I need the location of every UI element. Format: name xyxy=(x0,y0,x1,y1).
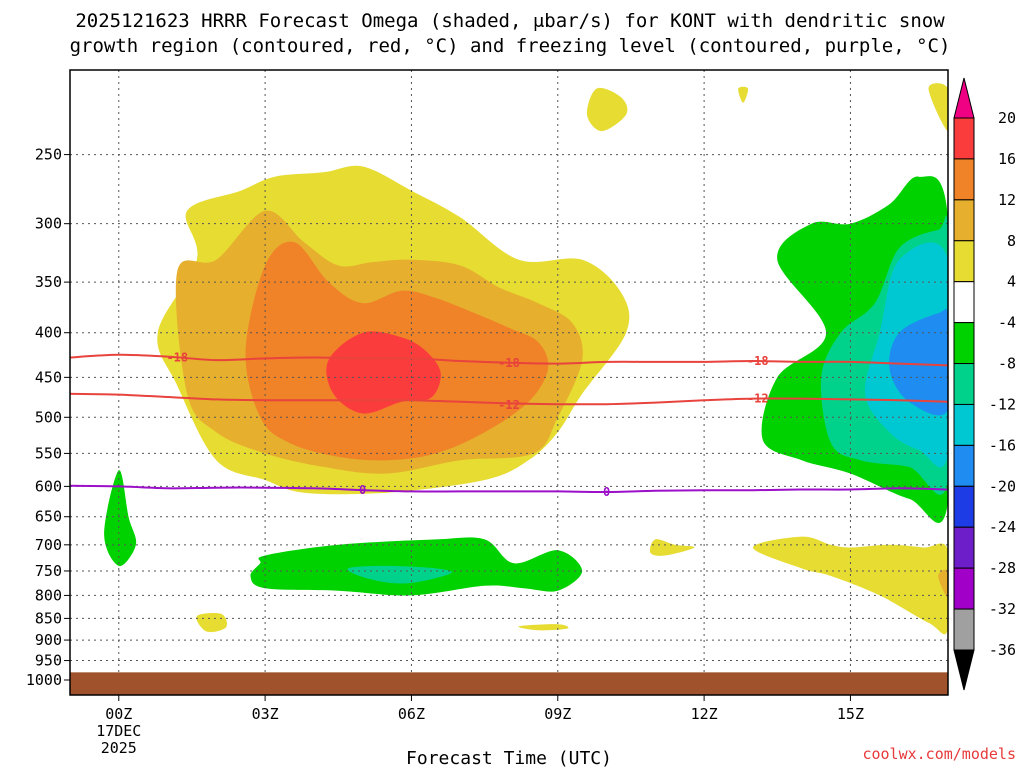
y-tick-label: 700 xyxy=(35,536,62,554)
colorbar-label: -8 xyxy=(998,355,1016,373)
colorbar-arrow-max xyxy=(953,77,975,119)
colorbar-label: -28 xyxy=(989,559,1016,577)
colorbar-label: 20 xyxy=(998,109,1016,127)
x-tick-label: 00Z xyxy=(105,705,132,723)
x-tick-year: 2025 xyxy=(101,739,137,757)
colorbar-swatch xyxy=(953,403,975,446)
contour-line--18 xyxy=(70,353,948,367)
chart-subtitle: growth region (contoured, red, °C) and f… xyxy=(70,35,951,57)
contour-layer: -18 -18 -18 -12 -12 0 0 xyxy=(70,350,948,499)
colorbar-legend: 20 16 12 8 4 -4 -8 -12 -16 -20 -24 -28 -32 -36 xyxy=(953,77,1016,691)
contour-line-0 xyxy=(70,484,948,494)
colorbar-swatch xyxy=(953,240,975,283)
colorbar-swatch xyxy=(953,281,975,324)
plot-frame xyxy=(69,69,949,696)
y-tick-label: 650 xyxy=(35,508,62,526)
contour-label: -12 xyxy=(747,392,769,406)
omega-region-4 xyxy=(586,87,628,132)
y-tick-label: 900 xyxy=(35,631,62,649)
credit-link[interactable]: coolwx.com/models xyxy=(862,745,1016,763)
omega-region-16 xyxy=(938,569,948,598)
y-tick-label: 250 xyxy=(35,146,62,164)
plot-area: -18 -18 -18 -12 -12 0 0 xyxy=(69,69,949,696)
colorbar-label: 16 xyxy=(998,150,1016,168)
omega-region-14 xyxy=(649,539,695,556)
contour-line--12 xyxy=(70,392,948,406)
y-tick-label: 750 xyxy=(35,562,62,580)
colorbar-label: 4 xyxy=(1007,273,1016,291)
colorbar-label: -4 xyxy=(998,314,1016,332)
x-axis-title: Forecast Time (UTC) xyxy=(406,748,612,768)
omega-region-6 xyxy=(928,83,948,132)
omega-region-12 xyxy=(250,537,583,596)
colorbar-label: -16 xyxy=(989,436,1016,454)
chart-title: 2025121623 HRRR Forecast Omega (shaded, … xyxy=(75,10,945,32)
x-tick-label: 15Z xyxy=(837,705,864,723)
ground-terrain xyxy=(70,672,948,695)
colorbar-swatch xyxy=(953,567,975,610)
colorbar-swatch xyxy=(953,485,975,528)
omega-shaded-layer xyxy=(104,83,948,635)
contour-label: 0 xyxy=(359,483,366,497)
y-tick-label: 850 xyxy=(35,609,62,627)
colorbar-swatch xyxy=(953,444,975,487)
colorbar-swatch xyxy=(953,363,975,405)
colorbar-swatch xyxy=(953,117,975,160)
contour-label: -18 xyxy=(166,350,188,364)
y-tick-label: 450 xyxy=(35,368,62,386)
omega-region-13 xyxy=(347,565,452,584)
contour-label: -18 xyxy=(498,356,520,370)
colorbar-swatch xyxy=(953,322,975,365)
colorbar-label: 12 xyxy=(998,191,1016,209)
colorbar-label: -12 xyxy=(989,395,1016,413)
y-axis-pressure: 250 300 350 400 450 500 550 600 650 700 750 800 850 9… xyxy=(26,146,70,689)
contour-label: -12 xyxy=(498,398,520,412)
y-tick-label: 350 xyxy=(35,273,62,291)
omega-region-11 xyxy=(104,470,137,567)
colorbar-label: -20 xyxy=(989,477,1016,495)
colorbar-swatch xyxy=(953,158,975,201)
x-tick-label: 09Z xyxy=(544,705,571,723)
y-tick-label: 550 xyxy=(35,444,62,462)
omega-region-15 xyxy=(752,536,948,635)
y-tick-label: 950 xyxy=(35,652,62,670)
omega-region-18 xyxy=(518,624,569,631)
colorbar-label: -36 xyxy=(989,641,1016,659)
grid-layer xyxy=(70,70,948,695)
colorbar-label: -24 xyxy=(989,518,1016,536)
y-tick-label: 600 xyxy=(35,477,62,495)
colorbar-swatch xyxy=(953,199,975,242)
y-tick-label: 300 xyxy=(35,215,62,233)
contour-label: -18 xyxy=(747,354,769,368)
x-tick-label: 03Z xyxy=(252,705,279,723)
omega-region-10 xyxy=(889,308,948,416)
contour-label: 0 xyxy=(603,485,610,499)
colorbar-swatch xyxy=(953,608,975,651)
y-tick-label: 400 xyxy=(35,324,62,342)
colorbar-label: 8 xyxy=(1007,232,1016,250)
y-tick-label: 1000 xyxy=(26,671,62,689)
omega-region-17 xyxy=(196,613,228,633)
x-tick-label: 12Z xyxy=(691,705,718,723)
y-tick-label: 800 xyxy=(35,586,62,604)
colorbar-label: -32 xyxy=(989,600,1016,618)
omega-region-5 xyxy=(738,86,749,103)
omega-region-3 xyxy=(326,331,441,414)
colorbar-arrow-min xyxy=(953,649,975,691)
x-tick-label: 06Z xyxy=(398,705,425,723)
colorbar-swatch xyxy=(953,526,975,569)
y-tick-label: 500 xyxy=(35,408,62,426)
x-tick-date: 17DEC xyxy=(96,722,141,740)
